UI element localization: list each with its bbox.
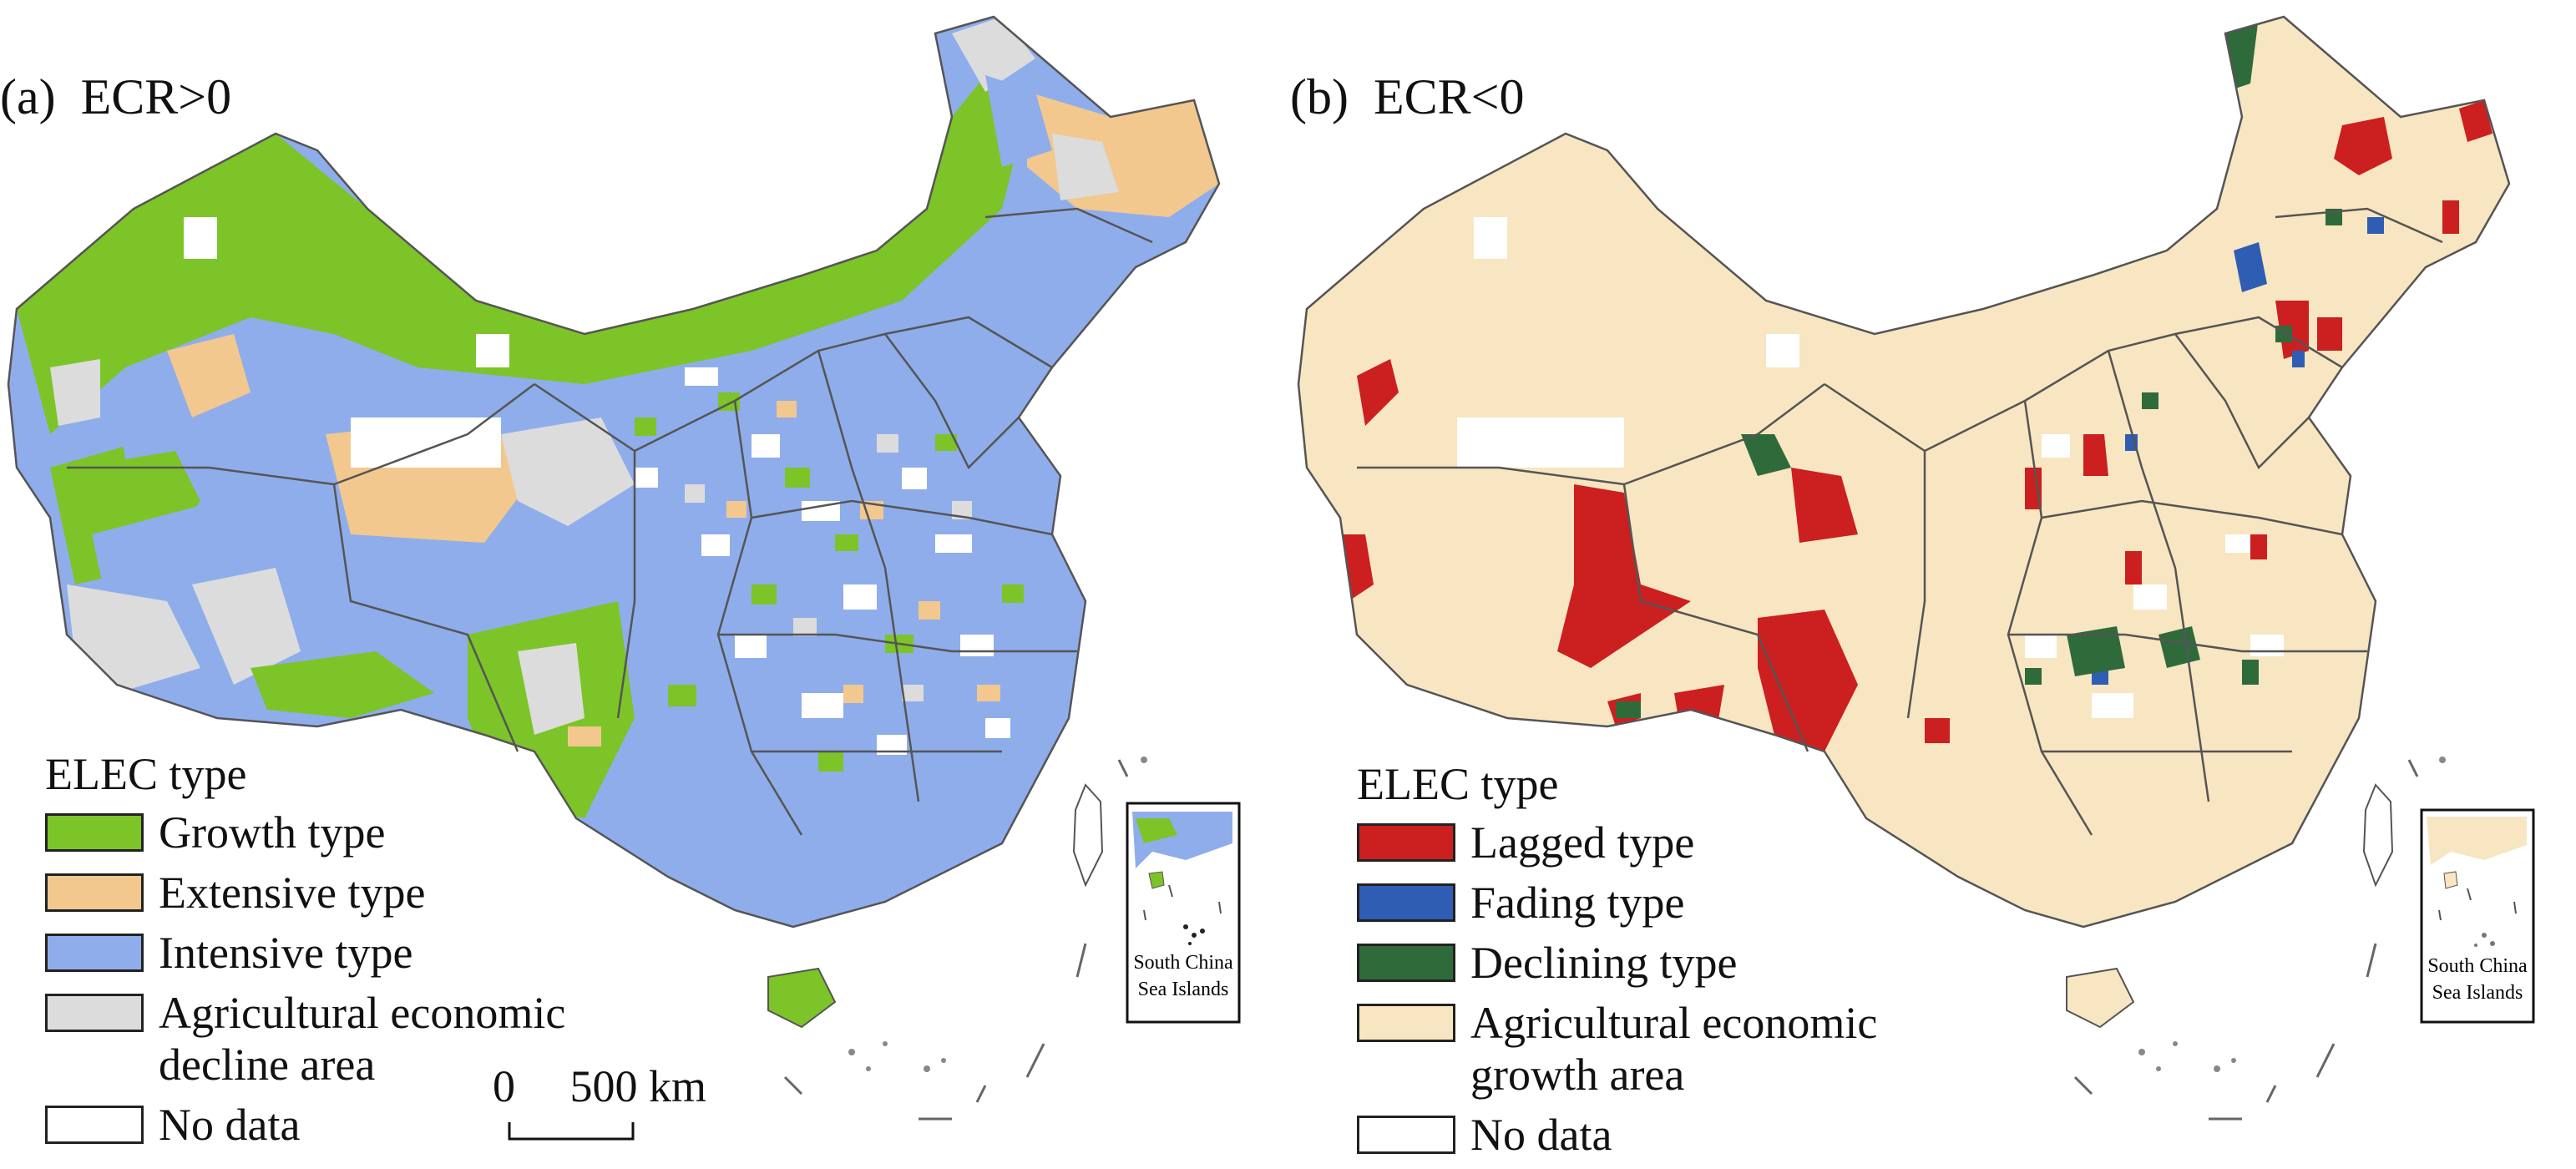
map-a: South China Sea Islands <box>7 15 1241 1141</box>
taiwan-island-b <box>2362 783 2394 888</box>
province-boundaries-a <box>7 15 1221 929</box>
province-boundaries-b <box>1297 15 2511 929</box>
inset-box-b: South China Sea Islands <box>2420 808 2535 1024</box>
swatch-nodata <box>45 1106 144 1144</box>
islands-dots-a <box>848 757 1147 1072</box>
swatch-nodata-b <box>1357 1116 1455 1154</box>
legend-a-title: ELEC type <box>45 749 247 799</box>
legend-b-lagged: Lagged type <box>1357 817 1988 868</box>
legend-a-extensive: Extensive type <box>45 867 676 918</box>
inset-label-a-line1: South China <box>1133 952 1233 974</box>
hainan-island-a <box>767 967 837 1029</box>
legend-a-nodata: No data <box>45 1099 676 1151</box>
swatch-growth <box>45 813 144 852</box>
swatch-fading <box>1357 883 1455 922</box>
legend-b-nodata: No data <box>1357 1109 1988 1161</box>
map-b: South China Sea Islands <box>1297 15 2535 1121</box>
scale-zero: 0 <box>493 1061 515 1111</box>
scale-bar: 0 500 km <box>493 1060 706 1112</box>
swatch-growth-area <box>1357 1004 1455 1042</box>
islands-dots-b <box>2138 757 2446 1072</box>
inset-label-a-line2: Sea Islands <box>1138 979 1229 1000</box>
inset-label-b-line1: South China <box>2427 955 2528 977</box>
legend-b: ELEC type Lagged type Fading type Declin… <box>1357 762 1988 1169</box>
inset-box-a: South China Sea Islands <box>1126 802 1241 1024</box>
swatch-declining <box>1357 944 1455 982</box>
panel-b-title: (b) ECR<0 <box>1290 69 1525 124</box>
scale-bar-line <box>508 1122 635 1141</box>
taiwan-island-a <box>1072 783 1104 888</box>
legend-b-title: ELEC type <box>1357 759 1559 809</box>
sea-boundary-lines-b <box>2073 759 2419 1121</box>
swatch-intensive <box>45 934 144 972</box>
legend-a-growth: Growth type <box>45 807 676 858</box>
legend-b-declining: Declining type <box>1357 937 1988 989</box>
legend-a-intensive: Intensive type <box>45 927 676 979</box>
legend-a: ELEC type Growth type Extensive type Int… <box>45 752 676 1159</box>
swatch-decline <box>45 994 144 1032</box>
hainan-island-b <box>2066 967 2135 1029</box>
scale-value: 500 km <box>569 1061 707 1111</box>
panel-a: South China Sea Islands (a) ECR>0 ELEC t… <box>0 0 1290 1166</box>
swatch-lagged <box>1357 823 1455 862</box>
swatch-extensive <box>45 873 144 912</box>
panel-b: South China Sea Islands (b) ECR<0 ELEC t… <box>1290 0 2576 1166</box>
legend-b-growth-area: Agricultural economic growth area <box>1357 997 1988 1101</box>
panel-a-title: (a) ECR>0 <box>0 69 232 124</box>
legend-b-fading: Fading type <box>1357 877 1988 929</box>
legend-a-decline: Agricultural economic decline area <box>45 987 676 1091</box>
inset-label-b-line2: Sea Islands <box>2432 982 2523 1004</box>
sea-boundary-lines-a <box>783 759 1129 1121</box>
